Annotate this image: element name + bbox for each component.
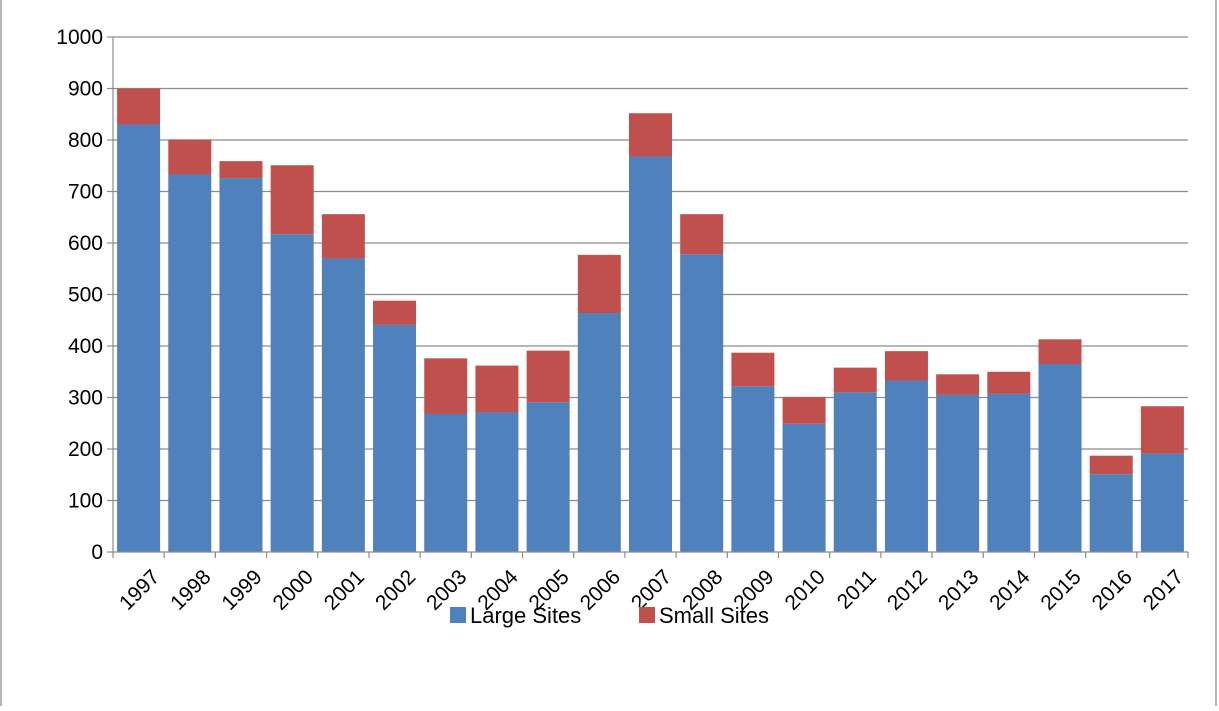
x-tick-label: 2000: [269, 565, 318, 614]
bar-large-sites-1999: [219, 178, 263, 553]
bar-small-sites-2001: [321, 214, 365, 259]
bar-small-sites-2009: [731, 352, 775, 387]
x-tick-label: 2012: [883, 565, 932, 614]
bar-large-sites-2016: [1089, 474, 1133, 552]
axes: [107, 36, 1189, 558]
legend-label: Large Sites: [470, 603, 581, 628]
bar-small-sites-2005: [526, 350, 570, 403]
legend-swatch: [450, 607, 466, 623]
y-tick-label: 400: [68, 335, 103, 358]
y-tick-label: 1000: [56, 26, 103, 49]
bar-large-sites-2005: [526, 402, 570, 552]
bar-large-sites-2012: [884, 380, 928, 552]
bar-large-sites-2013: [936, 394, 980, 552]
x-tick-label: 2010: [780, 565, 829, 614]
bar-small-sites-1999: [219, 161, 263, 179]
bar-small-sites-2016: [1089, 455, 1133, 475]
y-tick-label: 500: [68, 284, 103, 307]
x-tick-label: 1997: [115, 565, 164, 614]
legend: Large Sites Small Sites: [450, 603, 769, 628]
bar-large-sites-2017: [1140, 453, 1184, 552]
bar-small-sites-2003: [424, 358, 468, 414]
bar-small-sites-2006: [577, 254, 621, 314]
bar-small-sites-2013: [936, 374, 980, 395]
y-tick-label: 200: [68, 438, 103, 461]
y-tick-label: 700: [68, 181, 103, 204]
bar-large-sites-2004: [475, 412, 519, 552]
bar-large-sites-1998: [168, 174, 212, 552]
bar-small-sites-2002: [373, 300, 417, 325]
y-tick-label: 100: [68, 490, 103, 513]
y-tick-label: 600: [68, 232, 103, 255]
x-tick-label: 2014: [985, 565, 1035, 615]
bar-large-sites-2002: [373, 324, 417, 552]
x-tick-label: 2001: [320, 565, 369, 614]
bar-large-sites-2015: [1038, 364, 1082, 552]
bar-large-sites-2009: [731, 386, 775, 552]
bar-large-sites-2006: [577, 313, 621, 552]
bar-large-sites-2003: [424, 413, 468, 552]
bar-large-sites-1997: [117, 124, 161, 553]
bar-small-sites-1998: [168, 139, 212, 175]
bar-small-sites-2000: [270, 165, 314, 235]
bar-small-sites-2011: [833, 367, 877, 393]
bar-small-sites-2004: [475, 365, 519, 413]
bar-small-sites-2015: [1038, 339, 1082, 365]
y-tick-label: 800: [68, 129, 103, 152]
bar-large-sites-2000: [270, 234, 314, 552]
x-tick-label: 2017: [1139, 565, 1188, 614]
x-tick-label: 2006: [576, 565, 625, 614]
legend-label: Small Sites: [659, 603, 769, 628]
x-tick-label: 1998: [166, 565, 215, 614]
x-tick-label: 2013: [934, 565, 983, 614]
bars: [117, 88, 1184, 553]
bar-small-sites-2010: [782, 396, 826, 424]
bar-large-sites-2007: [629, 156, 672, 553]
x-tick-label: 1999: [217, 565, 266, 614]
x-tick-label: 2015: [1036, 565, 1085, 614]
x-tick-label: 2016: [1088, 565, 1137, 614]
x-tick-label: 2011: [833, 565, 881, 613]
x-tick-label: 2002: [371, 565, 420, 614]
y-tick-label: 900: [68, 78, 103, 101]
y-tick-label: 0: [91, 541, 103, 564]
bar-large-sites-2001: [321, 258, 365, 552]
bar-large-sites-2010: [782, 423, 826, 552]
bar-small-sites-2014: [987, 371, 1031, 394]
legend-swatch: [639, 607, 655, 623]
bar-small-sites-1997: [117, 88, 161, 125]
bar-small-sites-2012: [884, 351, 928, 381]
bar-small-sites-2008: [680, 214, 724, 255]
bar-small-sites-2007: [629, 113, 672, 157]
bar-large-sites-2008: [680, 254, 724, 552]
y-tick-label: 300: [68, 387, 103, 410]
bar-small-sites-2017: [1140, 406, 1184, 454]
bar-large-sites-2011: [833, 392, 877, 552]
bar-large-sites-2014: [987, 393, 1031, 552]
